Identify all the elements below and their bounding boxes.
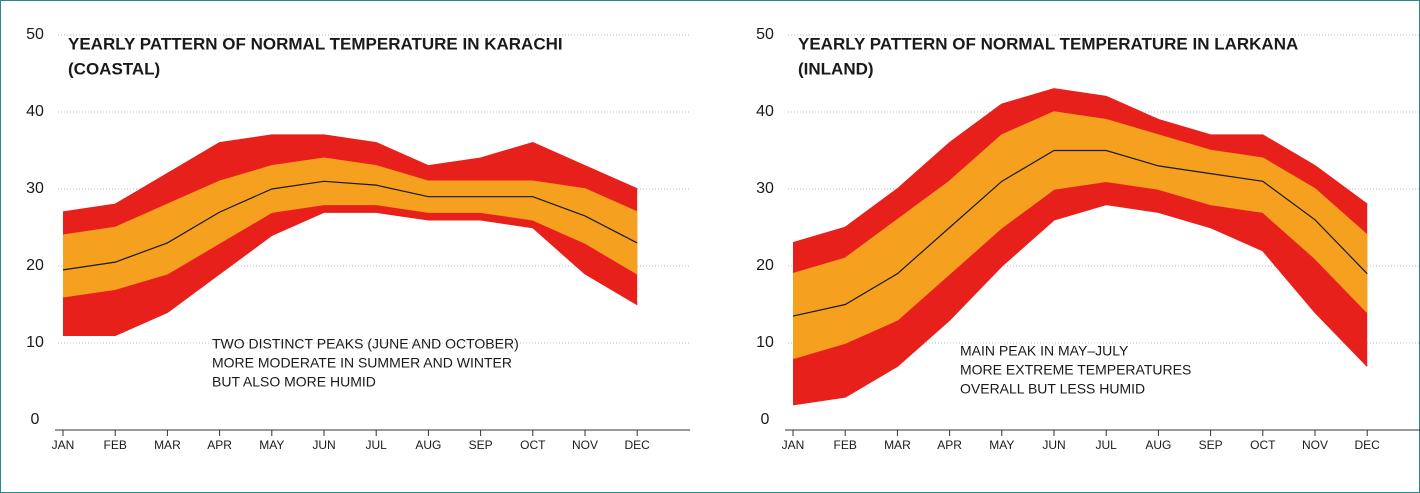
x-tick-label: MAR <box>884 438 911 452</box>
annotation: MORE MODERATE IN SUMMER AND WINTER <box>212 355 512 371</box>
annotation: OVERALL BUT LESS HUMID <box>960 381 1145 397</box>
annotation: MORE EXTREME TEMPERATURES <box>960 362 1191 378</box>
x-tick-label: AUG <box>1145 438 1171 452</box>
y-tick-label: 10 <box>26 334 44 351</box>
x-tick-label: MAY <box>259 438 284 452</box>
band-edge <box>62 203 638 298</box>
x-tick-label: JAN <box>52 438 75 452</box>
band-edge <box>62 134 638 213</box>
y-tick-label: 0 <box>31 411 40 428</box>
band-edge <box>792 203 1368 406</box>
mean-line <box>62 180 638 271</box>
y-tick-label: 30 <box>756 180 774 197</box>
band-edge <box>63 211 638 337</box>
band-edge <box>792 180 1368 360</box>
x-tick-label: JUL <box>366 438 388 452</box>
x-tick-label: OCT <box>520 438 546 452</box>
y-tick-label: 20 <box>756 257 774 274</box>
annotation: MAIN PEAK IN MAY–JULY <box>960 343 1129 359</box>
x-tick-label: SEP <box>1199 438 1223 452</box>
band-edge <box>792 88 1368 244</box>
x-tick-label: JUN <box>1042 438 1065 452</box>
y-tick-label: 30 <box>26 180 44 197</box>
x-tick-label: DEC <box>1355 438 1381 452</box>
y-tick-label: 0 <box>761 411 770 428</box>
band-edge <box>62 157 638 236</box>
x-tick-label: OCT <box>1250 438 1276 452</box>
band-fill <box>793 112 1368 359</box>
x-tick-label: MAR <box>154 438 181 452</box>
annotation: BUT ALSO MORE HUMID <box>212 374 376 390</box>
x-tick-label: APR <box>937 438 962 452</box>
x-tick-label: MAY <box>989 438 1014 452</box>
chart-title: YEARLY PATTERN OF NORMAL TEMPERATURE IN … <box>68 34 563 53</box>
band-fill <box>63 158 638 297</box>
x-tick-label: DEC <box>625 438 651 452</box>
mean-line <box>792 149 1368 317</box>
chart-title: (INLAND) <box>798 59 874 78</box>
band-edge <box>792 111 1368 275</box>
y-tick-label: 40 <box>756 103 774 120</box>
x-tick-label: JUL <box>1096 438 1118 452</box>
y-tick-label: 20 <box>26 257 44 274</box>
chart-title: YEARLY PATTERN OF NORMAL TEMPERATURE IN … <box>798 34 1298 53</box>
chart-title: (COASTAL) <box>68 59 160 78</box>
x-tick-label: FEB <box>834 438 857 452</box>
x-tick-label: SEP <box>469 438 493 452</box>
annotation: TWO DISTINCT PEAKS (JUNE AND OCTOBER) <box>212 336 519 352</box>
y-tick-label: 50 <box>756 26 774 43</box>
x-tick-label: JAN <box>782 438 805 452</box>
x-tick-label: APR <box>207 438 232 452</box>
y-tick-label: 50 <box>26 26 44 43</box>
x-tick-label: NOV <box>572 438 598 452</box>
x-tick-label: JUN <box>312 438 335 452</box>
x-tick-label: FEB <box>104 438 127 452</box>
x-tick-label: AUG <box>415 438 441 452</box>
x-tick-label: NOV <box>1302 438 1328 452</box>
y-tick-label: 40 <box>26 103 44 120</box>
y-tick-label: 10 <box>756 334 774 351</box>
